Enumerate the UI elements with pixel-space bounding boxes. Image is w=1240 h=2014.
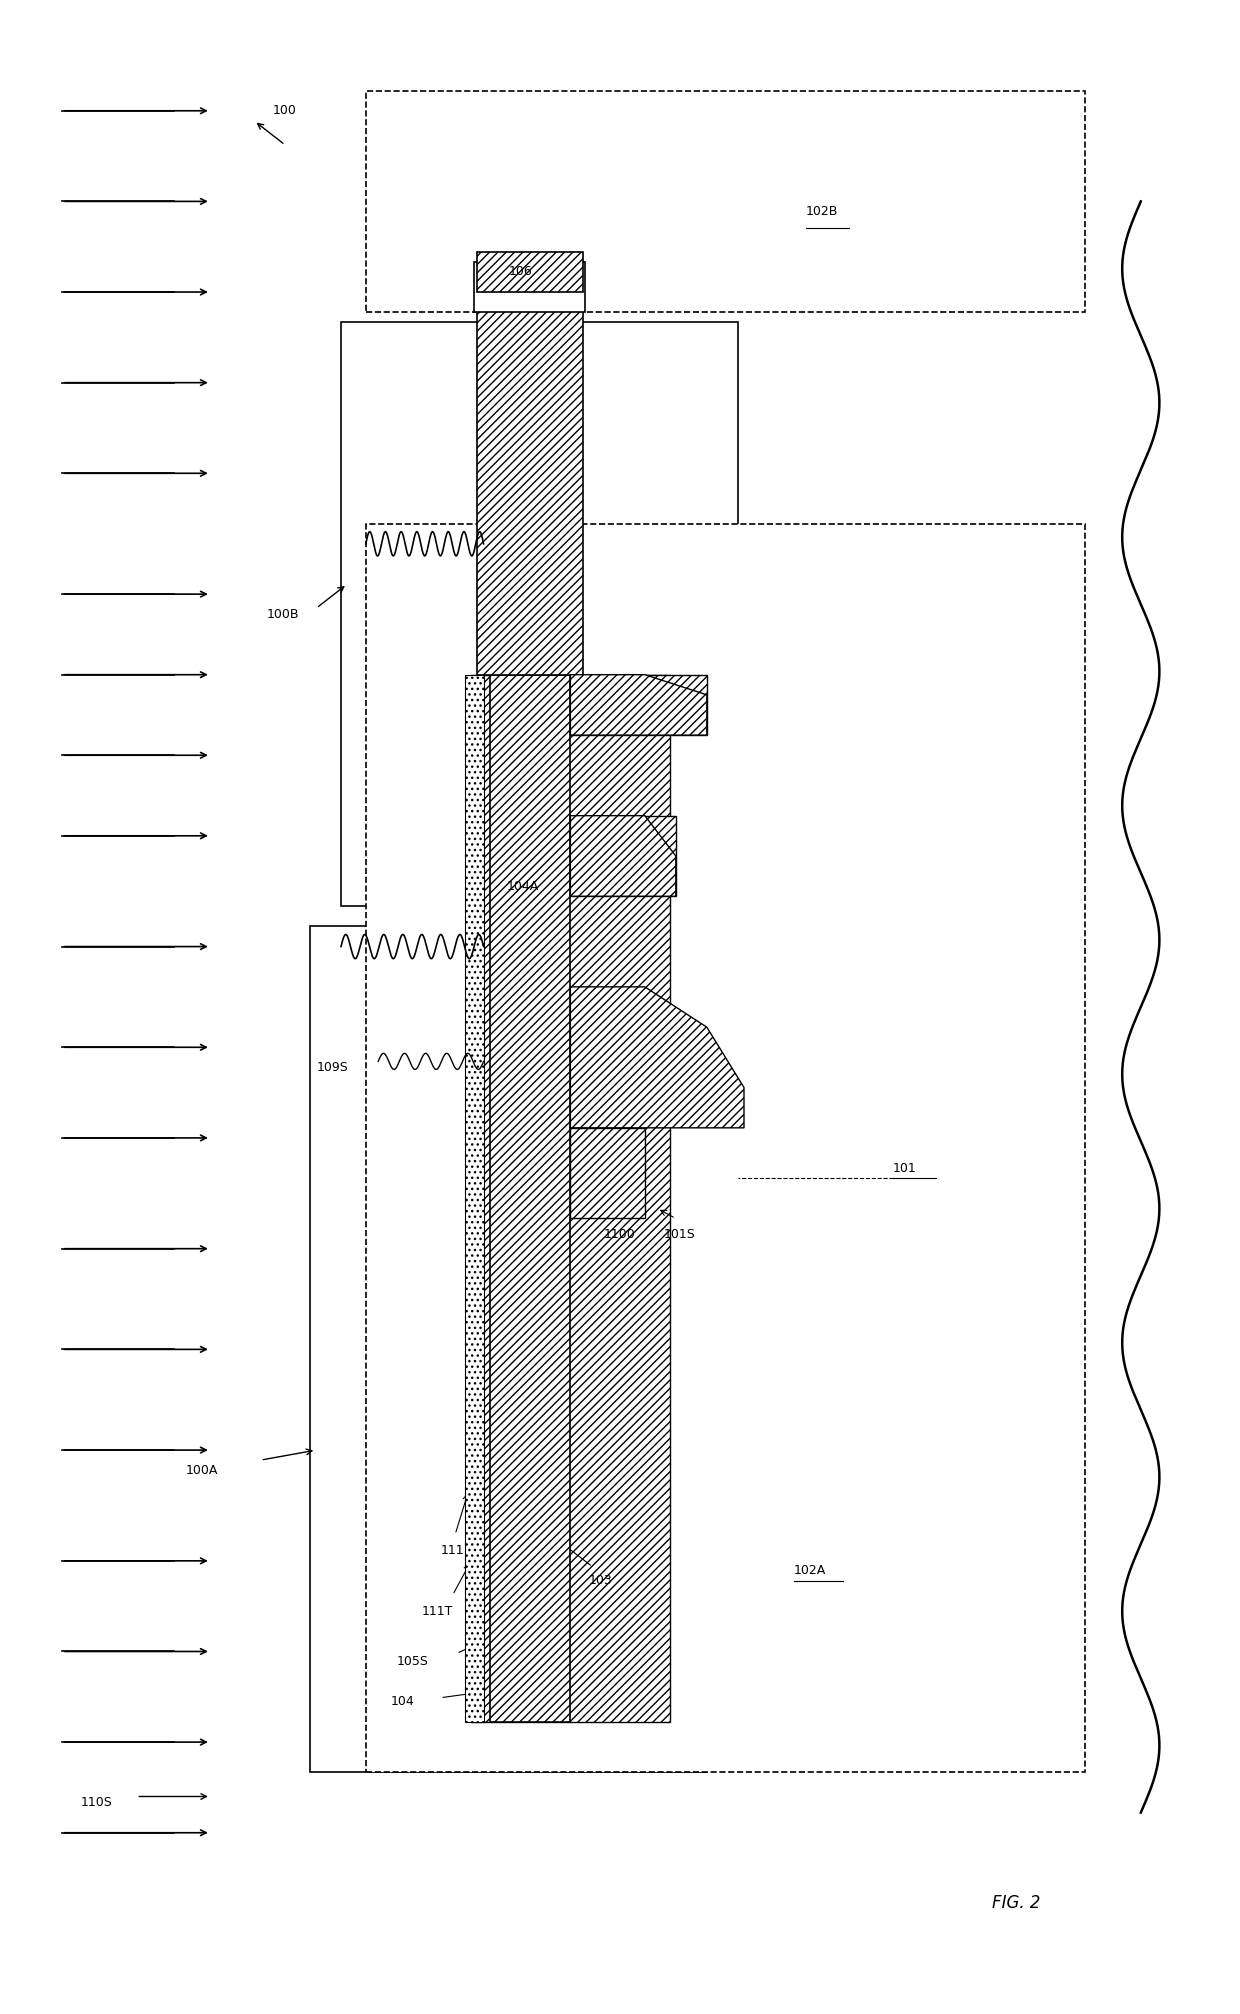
- Bar: [465, 675, 484, 1722]
- Text: 102A: 102A: [794, 1565, 826, 1577]
- PathPatch shape: [570, 675, 707, 735]
- Text: 111T: 111T: [422, 1605, 453, 1617]
- Text: 103: 103: [589, 1575, 613, 1587]
- Bar: [310, 926, 707, 1772]
- Text: 110S: 110S: [81, 1796, 113, 1809]
- Bar: [477, 252, 583, 292]
- Text: 105S: 105S: [397, 1656, 429, 1668]
- Text: 109S: 109S: [316, 1061, 348, 1073]
- Bar: [471, 675, 670, 1722]
- PathPatch shape: [570, 987, 744, 1128]
- Text: 100: 100: [273, 105, 296, 117]
- Bar: [474, 262, 585, 312]
- Text: 100B: 100B: [267, 608, 299, 620]
- Bar: [366, 524, 1085, 1772]
- Text: 101S: 101S: [663, 1229, 696, 1241]
- Text: 106: 106: [508, 266, 532, 278]
- Bar: [477, 292, 583, 675]
- Bar: [341, 322, 738, 906]
- Bar: [570, 1128, 645, 1218]
- Text: 1100: 1100: [604, 1229, 636, 1241]
- Bar: [570, 816, 676, 896]
- Text: 111: 111: [440, 1545, 464, 1557]
- Bar: [366, 91, 1085, 312]
- Bar: [570, 675, 707, 735]
- Text: 101: 101: [893, 1162, 916, 1174]
- Text: FIG. 2: FIG. 2: [992, 1895, 1040, 1911]
- PathPatch shape: [570, 816, 676, 896]
- Text: 100A: 100A: [186, 1464, 218, 1476]
- Bar: [490, 675, 570, 1722]
- Text: 102B: 102B: [806, 205, 838, 218]
- Text: 104A: 104A: [507, 880, 539, 892]
- Text: 104: 104: [391, 1696, 414, 1708]
